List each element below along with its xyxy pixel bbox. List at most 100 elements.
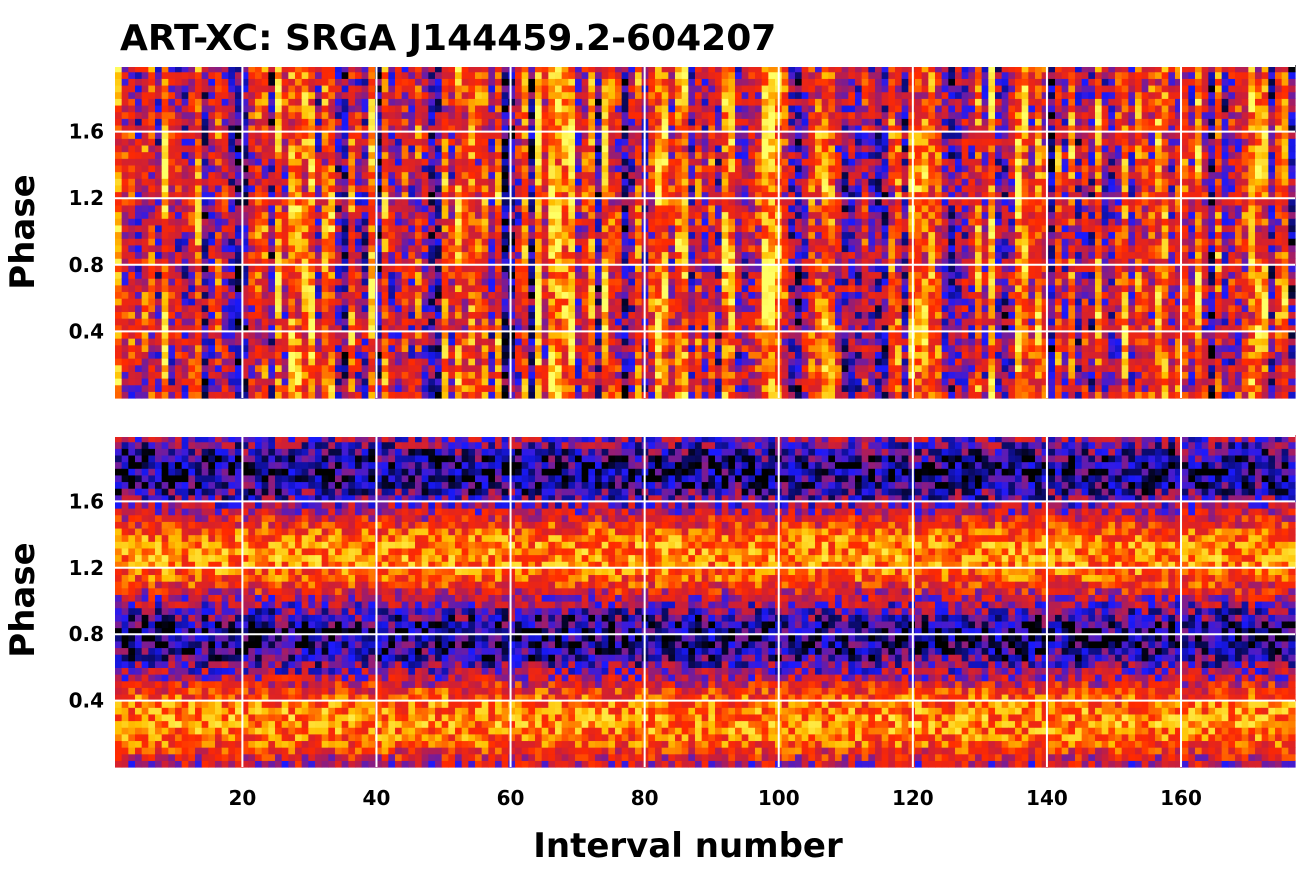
heatmap-cell xyxy=(268,151,276,159)
heatmap-cell xyxy=(568,384,576,392)
heatmap-cell xyxy=(728,178,736,186)
heatmap-cell xyxy=(628,284,636,293)
heatmap-cell xyxy=(315,291,323,299)
heatmap-cell xyxy=(741,271,749,279)
heatmap-cell xyxy=(181,344,189,352)
heatmap-cell xyxy=(628,251,636,259)
heatmap-cell xyxy=(568,164,576,173)
heatmap-cell xyxy=(115,71,123,79)
heatmap-cell xyxy=(461,91,469,99)
heatmap-cell xyxy=(695,298,703,306)
heatmap-cell xyxy=(501,198,509,206)
heatmap-cell xyxy=(721,371,729,379)
heatmap-cell xyxy=(255,218,263,226)
heatmap-cell xyxy=(181,231,189,239)
heatmap-cell xyxy=(468,84,476,93)
heatmap-cell xyxy=(715,244,723,253)
heatmap-cell xyxy=(295,118,303,126)
heatmap-cell xyxy=(615,298,623,306)
heatmap-cell xyxy=(288,184,296,193)
heatmap-cell xyxy=(121,131,129,139)
heatmap-cell xyxy=(381,311,389,319)
heatmap-cell xyxy=(455,104,463,113)
heatmap-cell xyxy=(495,231,503,239)
heatmap-cell xyxy=(535,251,543,259)
heatmap-cell xyxy=(115,224,123,233)
heatmap-cell xyxy=(268,344,276,352)
heatmap-cell xyxy=(535,278,543,286)
heatmap-cell xyxy=(521,144,529,153)
heatmap-cell xyxy=(441,198,449,206)
heatmap-cell xyxy=(135,211,143,219)
heatmap-cell xyxy=(135,164,143,173)
heatmap-cell xyxy=(441,184,449,193)
heatmap-cell xyxy=(115,178,123,186)
heatmap-cell xyxy=(275,304,283,313)
heatmap-cell xyxy=(548,371,556,379)
heatmap-cell xyxy=(155,251,163,259)
heatmap-cell xyxy=(161,118,169,126)
heatmap-cell xyxy=(735,144,743,153)
heatmap-cell xyxy=(321,351,329,359)
heatmap-cell xyxy=(488,198,496,206)
heatmap-cell xyxy=(328,138,336,146)
heatmap-cell xyxy=(195,304,203,313)
heatmap-cell xyxy=(208,111,216,119)
heatmap-cell xyxy=(608,164,616,173)
heatmap-cell xyxy=(448,71,456,79)
heatmap-cell xyxy=(288,391,296,399)
heatmap-cell xyxy=(228,364,236,372)
heatmap-cell xyxy=(221,291,229,299)
heatmap-cell xyxy=(388,204,396,213)
heatmap-cell xyxy=(475,344,483,352)
heatmap-cell xyxy=(508,258,516,266)
heatmap-cell xyxy=(141,211,149,219)
heatmap-cell xyxy=(235,224,243,233)
heatmap-cell xyxy=(321,164,329,173)
heatmap-cell xyxy=(315,124,323,133)
heatmap-cell xyxy=(755,371,763,379)
heatmap-cell xyxy=(148,171,156,179)
heatmap-cell xyxy=(608,324,616,332)
heatmap-cell xyxy=(141,218,149,226)
heatmap-cell xyxy=(375,258,383,266)
heatmap-cell xyxy=(675,331,683,339)
heatmap-cell xyxy=(395,251,403,259)
heatmap-cell xyxy=(395,138,403,146)
heatmap-cell xyxy=(201,198,209,206)
heatmap-cell xyxy=(408,238,416,246)
heatmap-cell xyxy=(575,358,583,366)
heatmap-cell xyxy=(748,331,756,339)
heatmap-cell xyxy=(521,324,529,332)
heatmap-cell xyxy=(295,164,303,173)
heatmap-cell xyxy=(528,65,536,73)
heatmap-cell xyxy=(495,298,503,306)
heatmap-cell xyxy=(548,71,556,79)
heatmap-cell xyxy=(348,324,356,332)
heatmap-cell xyxy=(535,371,543,379)
heatmap-cell xyxy=(121,218,129,226)
heatmap-cell xyxy=(275,231,283,239)
heatmap-cell xyxy=(241,304,249,313)
heatmap-cell xyxy=(381,164,389,173)
heatmap-cell xyxy=(435,324,443,332)
heatmap-cell xyxy=(381,304,389,313)
heatmap-cell xyxy=(228,391,236,399)
heatmap-cell xyxy=(541,184,549,193)
heatmap-cell xyxy=(515,371,523,379)
heatmap-cell xyxy=(115,364,123,372)
heatmap-cell xyxy=(168,111,176,119)
heatmap-cell xyxy=(615,371,623,379)
heatmap-cell xyxy=(268,178,276,186)
heatmap-cell xyxy=(395,338,403,346)
heatmap-cell xyxy=(295,291,303,299)
heatmap-cell xyxy=(241,78,249,86)
heatmap-cell xyxy=(375,171,383,179)
heatmap-cell xyxy=(208,291,216,299)
heatmap-cell xyxy=(408,111,416,119)
heatmap-cell xyxy=(281,244,289,253)
heatmap-cell xyxy=(235,158,243,166)
heatmap-cell xyxy=(155,118,163,126)
heatmap-cell xyxy=(361,124,369,133)
heatmap-cell xyxy=(635,298,643,306)
